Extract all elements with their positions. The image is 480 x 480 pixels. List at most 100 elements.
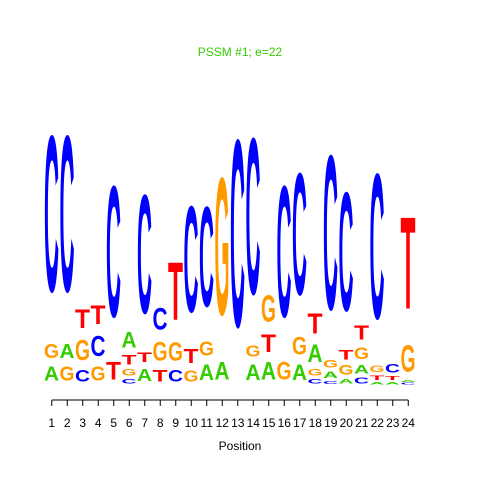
position-stack-16: GC — [277, 148, 292, 386]
x-tick-label-20: 20 — [340, 416, 354, 430]
letter-T-pos3-2: T — [75, 305, 90, 334]
x-tick-label-14: 14 — [247, 416, 261, 430]
position-stack-14: AGC — [246, 92, 261, 385]
x-tick-label-12: 12 — [216, 416, 230, 430]
letter-C-pos11-2: C — [199, 177, 214, 337]
letter-A-pos12-0: A — [215, 357, 230, 385]
letter-C-pos20-3: C — [339, 157, 354, 347]
letter-C-pos19-3: C — [323, 110, 338, 356]
position-stack-13: C — [230, 85, 245, 384]
position-stack-23: ATC — [385, 362, 400, 386]
x-tick-label-23: 23 — [386, 416, 400, 430]
x-tick-label-16: 16 — [278, 416, 292, 430]
letter-C-pos8-2: C — [153, 301, 168, 336]
letter-C-pos13-0: C — [230, 85, 245, 384]
position-stack-4: GCT — [91, 301, 106, 386]
letter-G-pos8-1: G — [153, 336, 168, 366]
position-stack-7: ATC — [137, 160, 152, 386]
letter-C-pos5-1: C — [106, 148, 121, 357]
letter-A-pos23-0: A — [385, 382, 400, 386]
letter-A-pos1-0: A — [44, 364, 59, 386]
x-tick-label-3: 3 — [79, 416, 86, 430]
position-stack-3: CGT — [75, 305, 90, 385]
letter-C-pos14-2: C — [246, 92, 261, 341]
letter-C-pos18-0: C — [308, 378, 323, 385]
chart-title: PSSM #1; e=22 — [198, 45, 283, 59]
x-tick-label-24: 24 — [402, 416, 416, 430]
letter-C-pos16-1: C — [277, 148, 292, 357]
letter-C-pos19-0: C — [323, 380, 338, 385]
letter-G-pos18-1: G — [308, 368, 323, 378]
x-tick-label-11: 11 — [201, 416, 214, 430]
letter-T-pos20-2: T — [339, 348, 354, 363]
letter-C-pos7-2: C — [137, 160, 152, 350]
letter-C-pos1-2: C — [44, 90, 59, 339]
position-stack-11: AGC — [199, 177, 214, 385]
letter-C-pos23-2: C — [385, 362, 400, 376]
x-tick-label-6: 6 — [126, 416, 133, 430]
letter-C-pos2-2: C — [60, 90, 75, 339]
letter-G-pos24-2: G — [401, 339, 416, 381]
position-stack-2: GAC — [60, 90, 75, 386]
letter-G-pos9-1: G — [168, 337, 183, 366]
x-axis: 1 2 3 4 5 6 7 8 9 10 11 12 13 14 15 16 17 18 19 20 21 22 23 24 — [48, 399, 416, 430]
letter-A-pos20-0: A — [339, 378, 354, 385]
position-stack-8: TGC — [153, 301, 168, 385]
letter-C-pos17-2: C — [292, 138, 307, 332]
x-tick-label-9: 9 — [172, 416, 179, 430]
letter-C-pos24-0: C — [401, 383, 416, 385]
x-tick-label-5: 5 — [110, 416, 117, 430]
letter-T-pos23-1: T — [385, 375, 400, 381]
position-stack-1: AGC — [44, 90, 59, 386]
letter-G-pos22-2: G — [370, 364, 385, 374]
letter-C-pos21-0: C — [354, 377, 369, 385]
x-axis-title: Position — [219, 439, 262, 453]
x-tick-label-18: 18 — [309, 416, 323, 430]
x-tick-label-13: 13 — [231, 416, 245, 430]
x-tick-label-15: 15 — [262, 416, 276, 430]
x-tick-label-2: 2 — [64, 416, 71, 430]
letter-A-pos24-1: A — [401, 380, 416, 382]
position-stack-9: CGT — [168, 245, 183, 385]
letter-G-pos11-1: G — [199, 338, 214, 360]
letter-T-pos22-1: T — [370, 374, 385, 381]
letter-T-pos6-2: T — [122, 353, 137, 368]
letter-A-pos19-1: A — [323, 371, 339, 380]
letter-T-pos18-3: T — [308, 308, 324, 340]
letter-G-pos12-1: G — [215, 137, 230, 357]
letter-G-pos15-2: G — [261, 289, 276, 331]
letter-G-pos16-0: G — [277, 357, 292, 385]
letter-G-pos10-0: G — [184, 367, 199, 385]
position-stack-17: AGC — [292, 138, 307, 385]
letter-A-pos11-0: A — [199, 359, 214, 385]
x-tick-label-19: 19 — [324, 416, 338, 430]
letter-C-pos3-0: C — [75, 366, 90, 385]
position-stack-5: TC — [106, 148, 121, 386]
letter-T-pos15-1: T — [261, 331, 276, 358]
letter-A-pos15-0: A — [261, 357, 276, 385]
letter-T-pos24-3: T — [401, 190, 416, 337]
letter-G-pos3-1: G — [75, 335, 90, 367]
letter-T-pos8-0: T — [153, 367, 168, 385]
letter-T-pos4-2: T — [91, 301, 106, 330]
letter-G-pos2-0: G — [60, 363, 75, 385]
letter-C-pos6-0: C — [122, 378, 137, 385]
letter-G-pos20-1: G — [339, 362, 354, 377]
letter-T-pos5-0: T — [106, 359, 121, 386]
letter-T-pos21-3: T — [354, 321, 369, 343]
x-tick-label-8: 8 — [157, 416, 164, 430]
letter-A-pos21-1: A — [354, 363, 369, 377]
letter-C-pos9-0: C — [168, 366, 183, 385]
x-tick-label-22: 22 — [371, 416, 385, 430]
letter-A-pos6-3: A — [122, 327, 137, 353]
letter-A-pos14-0: A — [246, 359, 261, 385]
x-tick-label-7: 7 — [141, 416, 148, 430]
x-tick-label-10: 10 — [185, 416, 199, 430]
